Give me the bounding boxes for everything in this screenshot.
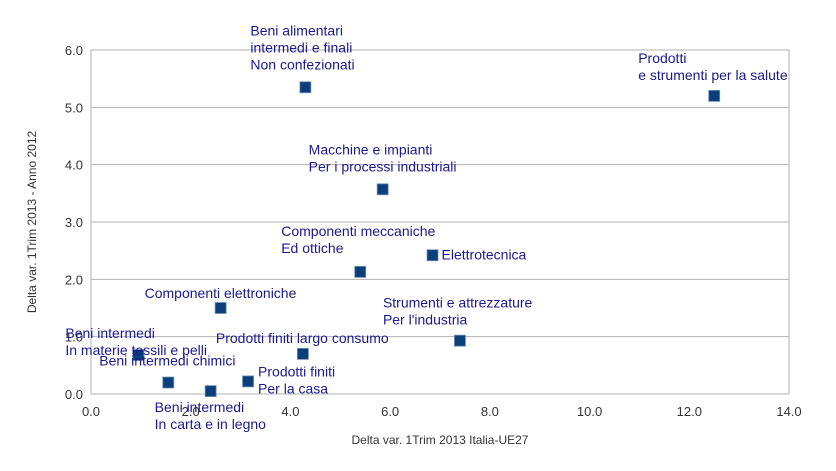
x-tick-label: 6.0 [381,404,399,419]
x-tick-label: 4.0 [281,404,299,419]
data-point-label: Prodotti e strumenti per la salute [638,50,788,83]
x-tick-label: 8.0 [481,404,499,419]
data-point-label: Beni intermedi In carta e in legno [155,399,267,432]
data-point-label: Componenti meccaniche Ed ottiche [281,223,435,256]
data-point-label: Beni intermedi chimici [99,353,235,369]
x-tick-label: 14.0 [776,404,801,419]
x-tick-label: 0.0 [82,404,100,419]
x-axis-ticks: 0.0 2.0 4.0 6.0 8.0 10.0 12.0 14.0 [82,404,802,419]
y-tick-label: 3.0 [65,215,83,230]
y-tick-label: 1.0 [65,330,83,345]
data-point [708,89,721,102]
data-point [426,249,439,262]
data-point-label: Strumenti e attrezzature Per l'industria [383,295,533,328]
x-tick-label: 10.0 [577,404,602,419]
data-point [204,385,217,398]
data-point-label: Prodotti finiti largo consumo [216,330,389,346]
data-point [132,349,145,361]
data-point [299,81,312,94]
plot-area [90,49,790,395]
data-point [354,265,367,278]
data-point [214,302,227,314]
x-tick-label: 12.0 [677,404,702,419]
y-tick-label: 6.0 [65,43,83,58]
y-tick-label: 2.0 [65,272,83,287]
data-point [296,347,309,360]
data-point-label: Elettrotecnica [442,246,527,262]
data-points [132,81,721,398]
y-tick-label: 0.0 [65,387,83,402]
data-point [376,183,389,196]
data-point-label: Macchine e impianti Per i processi indust… [309,141,457,174]
data-point-label: Beni alimentari intermedi e finali Non con… [250,22,354,72]
y-tick-label: 4.0 [65,158,83,173]
data-point [162,376,175,389]
data-point-label: Beni intermedi In materie tessili e pelli [65,325,207,358]
y-tick-label: 5.0 [65,100,83,115]
x-axis-title: Delta var. 1Trim 2013 Italia-UE27 [352,433,529,447]
data-point [242,375,254,388]
y-axis-title: Delta var. 1Trim 2013 - Anno 2012 [25,131,39,314]
y-axis-ticks: 0.0 1.0 2.0 3.0 4.0 5.0 6.0 [65,43,83,402]
data-point-label: Prodotti finiti Per la casa [258,363,335,396]
data-point-labels: Beni alimentari intermedi e finali Non con… [65,22,787,432]
data-point [454,334,466,347]
data-point-label: Componenti elettroniche [145,285,297,301]
x-tick-label: 2.0 [182,404,200,419]
